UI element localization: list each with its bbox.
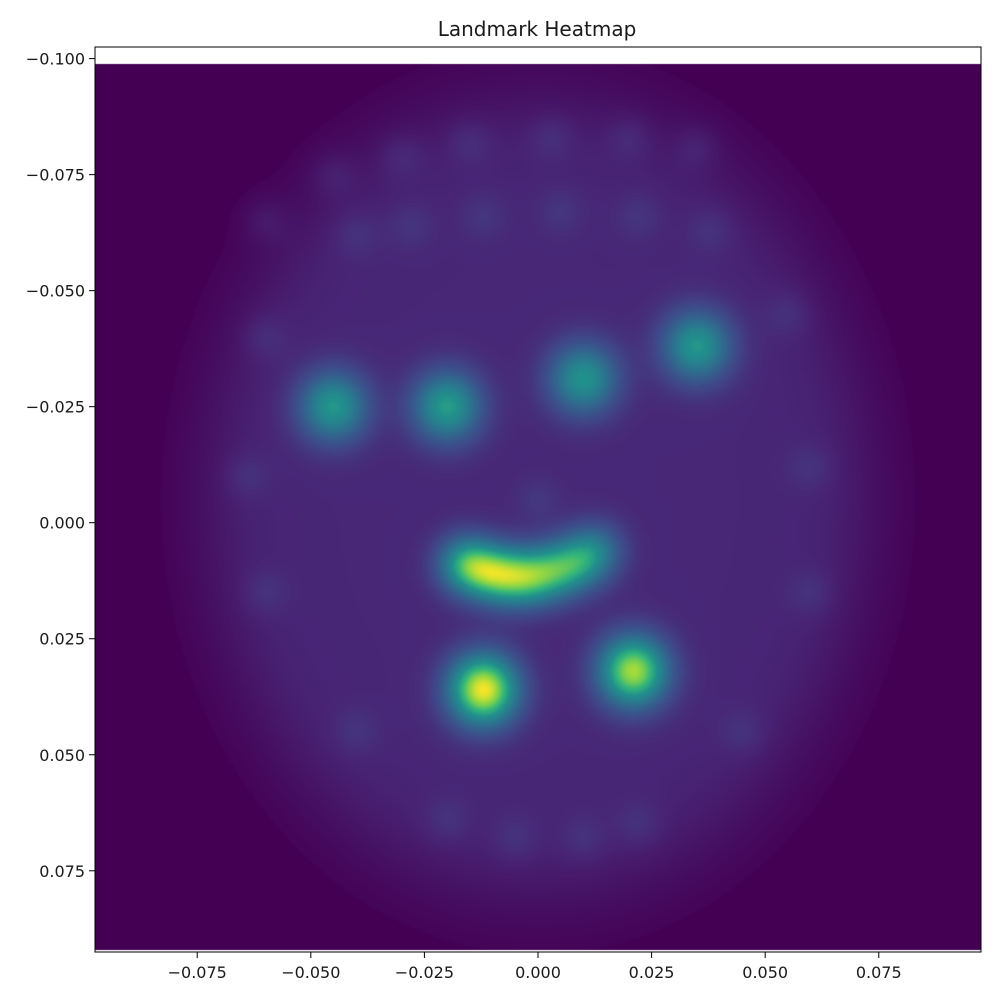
y-tick-label: −0.100: [26, 50, 85, 69]
y-tick-label: 0.000: [39, 514, 85, 533]
x-axis: −0.075 −0.050 −0.025 0.000 0.025 0.050 0.075: [168, 952, 902, 982]
y-tick-label: −0.050: [26, 282, 85, 301]
x-tick-label: 0.025: [629, 963, 675, 982]
y-tick-label: 0.075: [39, 862, 85, 881]
y-tick-label: 0.050: [39, 746, 85, 765]
y-tick-label: −0.025: [26, 398, 85, 417]
x-tick-label: 0.050: [742, 963, 788, 982]
x-tick-label: −0.075: [168, 963, 227, 982]
heatmap-image: [95, 47, 981, 952]
x-tick-label: 0.075: [856, 963, 902, 982]
y-tick-label: 0.025: [39, 630, 85, 649]
y-tick-label: −0.075: [26, 166, 85, 185]
x-tick-label: 0.000: [515, 963, 561, 982]
chart-title: Landmark Heatmap: [438, 17, 637, 41]
x-tick-label: −0.050: [281, 963, 340, 982]
x-tick-label: −0.025: [395, 963, 454, 982]
y-axis: −0.100 −0.075 −0.050 −0.025 0.000 0.025 0.050 0…: [26, 50, 95, 881]
